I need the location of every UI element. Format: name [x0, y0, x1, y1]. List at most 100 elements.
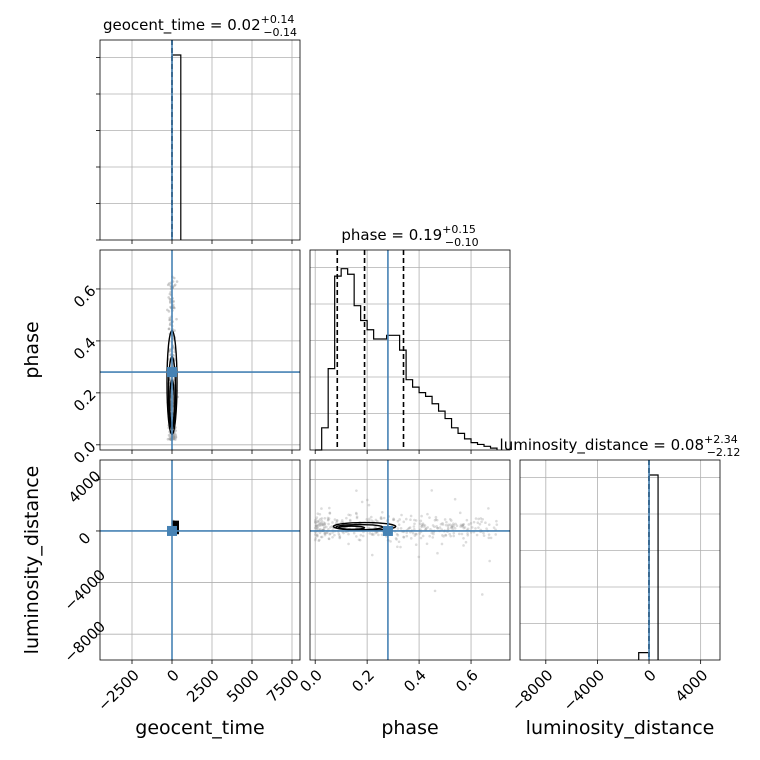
scatter-point: [320, 519, 324, 523]
scatter-point: [495, 519, 498, 523]
scatter-point: [348, 519, 352, 523]
scatter-point: [452, 524, 455, 527]
scatter-point: [444, 523, 448, 527]
scatter-point: [168, 323, 172, 327]
scatter-point: [440, 542, 444, 546]
scatter-point: [174, 438, 177, 441]
scatter-point: [489, 536, 493, 540]
scatter-point: [314, 521, 318, 525]
axes-frame-luminosity_distance-phase: [309, 459, 511, 661]
scatter-point: [315, 524, 318, 528]
axes-frame-geocent_time-geocent_time: [99, 39, 301, 241]
scatter-point: [167, 310, 171, 313]
scatter-point: [175, 280, 179, 283]
title-luminosity_distance: luminosity_distance = 0.08+2.34 −2.12: [500, 433, 741, 459]
scatter-point: [172, 436, 176, 440]
scatter-point: [431, 536, 435, 539]
scatter-point: [318, 527, 322, 531]
scatter-point: [348, 518, 352, 522]
scatter-point: [396, 533, 400, 537]
scatter-point: [399, 527, 403, 530]
scatter-point: [167, 327, 171, 331]
histogram-geocent_time: [171, 54, 182, 240]
scatter-point: [168, 292, 172, 296]
scatter-point: [347, 513, 350, 517]
scatter-point: [402, 535, 405, 539]
scatter-point: [337, 532, 341, 536]
scatter-point: [368, 532, 372, 535]
x-tick-label: 7500: [263, 666, 303, 706]
scatter-point: [462, 522, 466, 526]
scatter-point: [426, 512, 429, 516]
y-tick-label: 0.0: [70, 438, 100, 468]
scatter-point: [449, 534, 452, 538]
scatter-point: [413, 534, 417, 537]
scatter-point: [320, 523, 323, 527]
scatter-point: [474, 517, 478, 520]
scatter-point: [466, 527, 470, 531]
scatter-point: [395, 532, 399, 536]
scatter-point: [461, 524, 464, 527]
scatter-point: [168, 316, 172, 320]
scatter-point: [168, 318, 172, 322]
scatter-point: [422, 525, 426, 528]
scatter-point: [376, 520, 379, 523]
scatter-point: [481, 517, 484, 521]
scatter-point: [419, 519, 423, 523]
scatter-point: [168, 301, 172, 304]
scatter-point: [424, 526, 428, 530]
scatter-point: [327, 522, 330, 526]
scatter-point: [316, 512, 320, 515]
scatter-point: [314, 518, 318, 521]
scatter-point: [367, 503, 371, 507]
x-tick-label: 0: [640, 666, 659, 685]
scatter-point: [313, 538, 317, 542]
axes-frame-phase-phase: [309, 249, 511, 451]
x-tick-label: 2500: [183, 666, 223, 706]
scatter-point: [172, 435, 176, 438]
scatter-point: [412, 527, 416, 531]
y-tick-label: 0.6: [70, 282, 100, 312]
scatter-point: [331, 531, 334, 534]
scatter-point: [168, 437, 171, 441]
y-tick-label: −8000: [60, 617, 109, 666]
scatter-point: [166, 437, 170, 441]
scatter-point: [374, 518, 378, 522]
scatter-point: [448, 523, 452, 526]
scatter-point: [418, 532, 421, 535]
scatter-point: [432, 532, 435, 536]
scatter-point: [335, 519, 339, 522]
scatter-point: [436, 526, 440, 530]
scatter-point: [398, 518, 401, 521]
scatter-point: [444, 533, 447, 537]
scatter-point: [450, 525, 454, 528]
scatter-point: [415, 532, 418, 536]
title-upper-error: +0.14: [261, 13, 295, 26]
scatter-point: [316, 523, 320, 527]
scatter-point: [172, 354, 175, 357]
scatter-point: [462, 544, 465, 547]
scatter-point: [166, 308, 169, 312]
scatter-point: [458, 511, 462, 515]
y-axis-label-phase: phase: [21, 321, 43, 378]
scatter-point: [169, 322, 172, 325]
scatter-point: [446, 525, 450, 528]
scatter-point: [442, 535, 445, 538]
scatter-point: [370, 533, 374, 536]
scatter-point: [168, 350, 171, 353]
scatter-point: [460, 524, 463, 528]
x-tick-label: 0.2: [348, 666, 378, 696]
scatter-point: [320, 507, 323, 510]
scatter-point: [321, 523, 325, 527]
panel-group: [313, 489, 499, 596]
scatter-point: [408, 526, 412, 529]
scatter-point: [399, 545, 402, 549]
scatter-point: [173, 432, 177, 435]
scatter-point: [461, 525, 465, 528]
scatter-point: [452, 525, 455, 529]
y-tick-label: 0.4: [70, 334, 100, 364]
scatter-point: [370, 553, 374, 557]
scatter-point: [394, 537, 398, 540]
scatter-point: [407, 526, 411, 530]
scatter-point: [482, 534, 486, 537]
